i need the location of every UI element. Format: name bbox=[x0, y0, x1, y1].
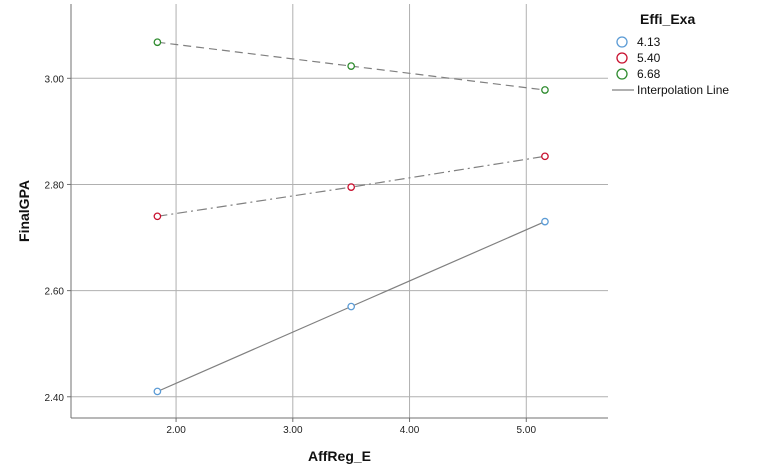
y-tick-label: 2.40 bbox=[45, 393, 65, 404]
data-point bbox=[347, 183, 356, 191]
data-point bbox=[541, 152, 549, 161]
axes bbox=[67, 4, 608, 422]
data-point bbox=[541, 86, 549, 94]
y-tick-label: 3.00 bbox=[45, 74, 65, 85]
legend-marker-6.68 bbox=[616, 68, 628, 80]
legend-marker-5.40 bbox=[616, 52, 628, 64]
legend-title: Effi_Exa bbox=[640, 11, 695, 27]
data-point bbox=[347, 62, 356, 70]
legend-marker-4.13 bbox=[616, 36, 628, 48]
y-tick-label: 2.80 bbox=[45, 180, 65, 191]
tick-labels: 2.00 3.00 4.00 5.00 2.40 2.60 2.80 3.00 bbox=[45, 74, 537, 436]
legend-label-interpolation: Interpolation Line bbox=[637, 83, 729, 97]
grid bbox=[71, 4, 608, 418]
x-tick-label: 3.00 bbox=[283, 425, 303, 436]
data-point bbox=[347, 302, 356, 311]
legend-label-5.40: 5.40 bbox=[637, 51, 661, 65]
x-tick-label: 4.00 bbox=[400, 425, 420, 436]
data-point bbox=[153, 387, 162, 396]
legend-label-6.68: 6.68 bbox=[637, 67, 661, 81]
legend-label-4.13: 4.13 bbox=[637, 35, 661, 49]
y-axis-title: FinalGPA bbox=[16, 180, 32, 242]
x-axis-title: AffReg_E bbox=[308, 448, 371, 464]
data-point bbox=[153, 38, 162, 47]
data-points bbox=[153, 38, 549, 396]
series-lines bbox=[157, 41, 546, 393]
data-point bbox=[153, 212, 162, 221]
x-tick-label: 5.00 bbox=[517, 425, 537, 436]
y-tick-label: 2.60 bbox=[45, 287, 65, 298]
data-point bbox=[541, 217, 549, 226]
legend: Effi_Exa 4.13 5.40 6.68 Interpolation Line bbox=[612, 11, 729, 97]
x-tick-label: 2.00 bbox=[166, 425, 186, 436]
